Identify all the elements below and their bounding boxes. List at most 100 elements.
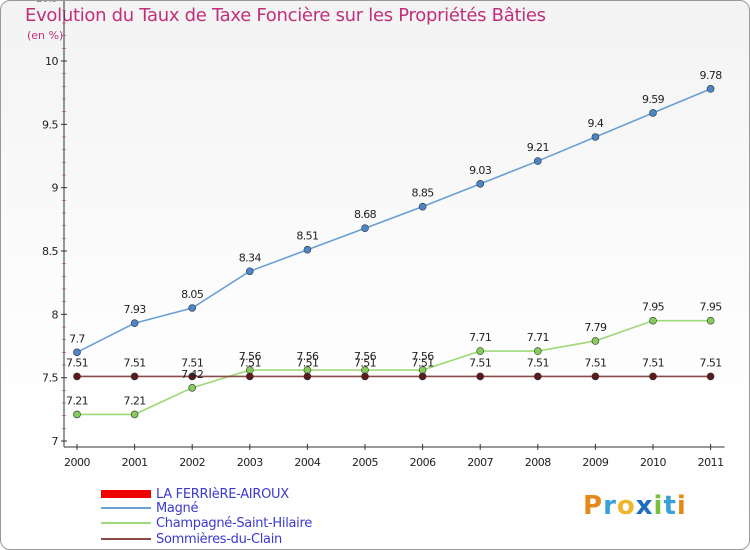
data-point bbox=[591, 372, 600, 381]
data-label: 7.51 bbox=[124, 356, 146, 369]
data-label: 9.78 bbox=[700, 69, 723, 82]
data-point bbox=[246, 267, 254, 276]
data-label: 7.51 bbox=[642, 356, 664, 369]
y-tick-label: 7 bbox=[52, 435, 59, 448]
data-label: 7.51 bbox=[412, 356, 434, 369]
data-label: 7.95 bbox=[642, 301, 665, 314]
data-point bbox=[476, 347, 485, 355]
data-label: 7.7 bbox=[69, 332, 85, 345]
data-label: 7.56 bbox=[412, 350, 435, 363]
axes: 77.588.599.51010.51111.51212.51320002001… bbox=[36, 1, 725, 469]
y-tick-label: 8 bbox=[52, 308, 59, 321]
data-label: 7.51 bbox=[527, 356, 549, 369]
data-label: 8.85 bbox=[412, 187, 435, 200]
data-point bbox=[188, 304, 196, 312]
logo-letter: i bbox=[653, 491, 664, 521]
data-point bbox=[476, 372, 485, 381]
data-label: 7.56 bbox=[296, 350, 319, 363]
x-tick-label: 2001 bbox=[122, 456, 148, 469]
data-point bbox=[130, 319, 139, 327]
legend-item-champagne-saint-hilaire: Champagné-Saint-Hilaire bbox=[101, 515, 312, 531]
data-point bbox=[706, 372, 715, 381]
data-label: 7.95 bbox=[700, 301, 723, 314]
legend-label: Sommières-du-Clain bbox=[156, 531, 282, 547]
y-tick-label: 8.5 bbox=[42, 245, 58, 258]
data-label: 7.93 bbox=[124, 303, 147, 316]
data-label: 7.56 bbox=[354, 350, 377, 363]
x-tick-label: 2004 bbox=[294, 456, 320, 469]
legend-item-la-ferriere-airoux: LA FERRIèRE-AIROUX bbox=[101, 486, 289, 502]
proxiti-logo: Proxiti bbox=[583, 491, 687, 521]
legend-label: Champagné-Saint-Hilaire bbox=[156, 515, 312, 531]
data-point bbox=[73, 372, 81, 381]
data-label: 7.51 bbox=[66, 356, 88, 369]
legend-label: Magné bbox=[156, 500, 199, 516]
data-point bbox=[533, 347, 542, 355]
data-label: 7.51 bbox=[239, 356, 261, 369]
x-tick-label: 2007 bbox=[467, 456, 493, 469]
series-markers bbox=[73, 85, 715, 419]
legend-swatch bbox=[101, 507, 151, 509]
legend-swatch bbox=[101, 490, 151, 498]
data-point bbox=[591, 337, 600, 345]
data-point bbox=[130, 410, 139, 419]
chart-unit: (en %) bbox=[27, 29, 64, 42]
data-point bbox=[476, 180, 485, 188]
x-tick-label: 2005 bbox=[352, 456, 378, 469]
data-point bbox=[649, 372, 657, 381]
legend-item-magne: Magné bbox=[101, 500, 198, 516]
data-point bbox=[418, 372, 427, 381]
data-labels: 12.0512.0512.0512.2312.4512.4512.4512.45… bbox=[66, 69, 723, 408]
x-tick-label: 2000 bbox=[64, 456, 90, 469]
data-label: 7.51 bbox=[469, 356, 491, 369]
chart-title: Evolution du Taux de Taxe Foncière sur l… bbox=[25, 5, 546, 26]
data-label: 7.21 bbox=[124, 394, 146, 407]
series-line-2 bbox=[77, 319, 711, 416]
data-label: 7.51 bbox=[296, 356, 318, 369]
data-label: 9.03 bbox=[469, 164, 492, 177]
data-point bbox=[418, 202, 427, 211]
x-tick-label: 2008 bbox=[525, 456, 551, 469]
data-point bbox=[361, 372, 369, 381]
logo-letter: P bbox=[583, 491, 604, 521]
data-point bbox=[188, 383, 196, 392]
logo-letter: o bbox=[616, 491, 636, 521]
logo-letter: t bbox=[663, 491, 677, 521]
data-label: 7.71 bbox=[527, 331, 549, 344]
legend-swatch bbox=[101, 522, 151, 524]
y-tick-label: 7.5 bbox=[42, 372, 58, 385]
data-label: 9.21 bbox=[527, 141, 549, 154]
data-label: 7.71 bbox=[469, 331, 491, 344]
data-label: 7.51 bbox=[700, 356, 722, 369]
legend-swatch bbox=[101, 538, 151, 540]
data-label: 7.79 bbox=[584, 321, 607, 334]
logo-letter: i bbox=[676, 491, 687, 521]
x-tick-label: 2002 bbox=[179, 456, 205, 469]
data-label: 9.59 bbox=[642, 93, 665, 106]
data-point bbox=[706, 85, 715, 93]
data-point bbox=[188, 372, 196, 381]
logo-letter: x bbox=[635, 491, 654, 521]
data-point bbox=[130, 372, 139, 381]
data-point bbox=[533, 372, 542, 381]
data-point bbox=[706, 316, 715, 325]
data-point bbox=[361, 224, 369, 232]
data-label: 7.56 bbox=[239, 350, 262, 363]
data-label: 7.42 bbox=[181, 368, 203, 381]
data-point bbox=[303, 245, 312, 254]
data-point bbox=[649, 316, 657, 325]
data-point bbox=[533, 157, 542, 165]
data-point bbox=[73, 410, 81, 419]
data-point bbox=[246, 372, 254, 381]
x-tick-label: 2006 bbox=[410, 456, 436, 469]
data-label: 7.51 bbox=[181, 356, 203, 369]
data-label: 8.51 bbox=[296, 230, 318, 243]
x-tick-label: 2010 bbox=[640, 456, 666, 469]
series-lines bbox=[76, 88, 711, 416]
logo-letter: r bbox=[603, 491, 617, 521]
y-tick-label: 10 bbox=[45, 55, 58, 68]
data-point bbox=[303, 372, 312, 381]
y-tick-label: 9 bbox=[52, 182, 59, 195]
